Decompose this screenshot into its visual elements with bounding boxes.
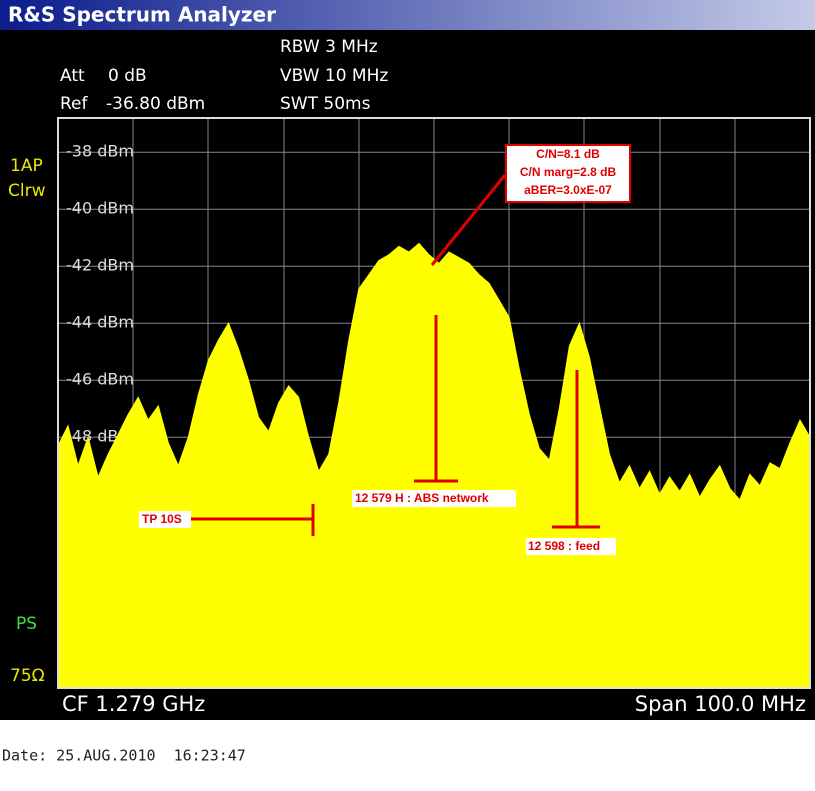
att-value: 0 dB	[108, 66, 147, 86]
y-tick-label: -40 dBm	[66, 199, 134, 218]
cn-marg: C/N marg=2.8 dB	[520, 165, 617, 179]
cn: C/N=8.1 dB	[536, 147, 600, 161]
aber: aBER=3.0xE-07	[524, 183, 612, 197]
label-bg	[526, 538, 616, 555]
annotations: C/N=8.1 dB C/N marg=2.8 dB aBER=3.0xE-07…	[57, 117, 811, 689]
label-bg	[352, 490, 516, 507]
title-bar	[0, 0, 815, 30]
pointer	[430, 174, 507, 266]
feed-label: 12 598 : feed	[528, 539, 600, 553]
vbw: VBW 10 MHz	[280, 66, 388, 86]
trace-type: Clrw	[8, 181, 46, 201]
trace	[57, 242, 811, 689]
trace-mode: 1AP	[10, 156, 43, 176]
impedance: 75Ω	[10, 666, 45, 686]
ps: PS	[16, 614, 37, 634]
ref-value: -36.80 dBm	[106, 94, 205, 114]
y-tick-label: -48 dB	[66, 427, 118, 446]
cf: CF 1.279 GHz	[62, 692, 205, 716]
swt: SWT 50ms	[280, 94, 371, 114]
cn-box	[505, 144, 631, 203]
title: R&S Spectrum Analyzer	[8, 3, 276, 27]
y-tick-label: -42 dBm	[66, 256, 134, 275]
tp-label: TP 10S	[142, 512, 182, 526]
span: Span 100.0 MHz	[635, 692, 806, 716]
date: Date: 25.AUG.2010 16:23:47	[2, 747, 246, 765]
y-tick-label: -44 dBm	[66, 313, 134, 332]
att-label: Att	[60, 66, 85, 86]
plot-frame	[57, 117, 811, 689]
y-tick-label: -38 dBm	[66, 142, 134, 161]
abs-label: 12 579 H : ABS network	[355, 491, 489, 505]
plot: -38 dBm -40 dBm -42 dBm -44 dBm -46 dBm -48 d…	[57, 118, 811, 689]
label-bg	[139, 511, 191, 528]
y-tick-label: -46 dBm	[66, 370, 134, 389]
rbw: RBW 3 MHz	[280, 37, 378, 57]
ref-label: Ref	[60, 94, 89, 114]
